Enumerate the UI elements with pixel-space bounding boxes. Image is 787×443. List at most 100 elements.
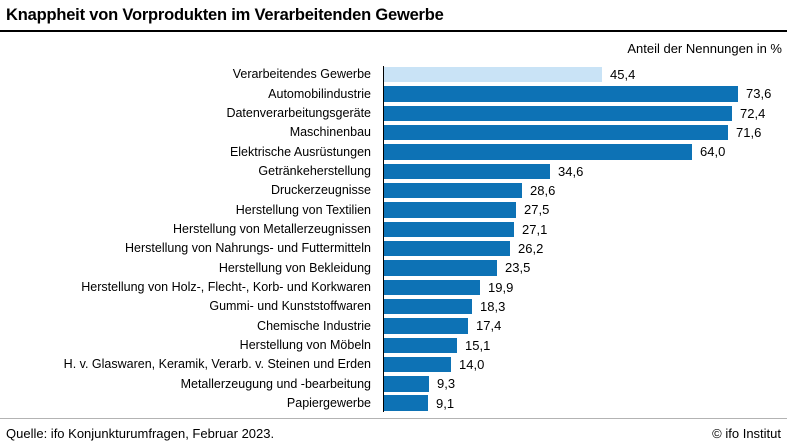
y-axis-line bbox=[383, 66, 384, 412]
plot-cell: 26,2 bbox=[377, 239, 787, 258]
plot-cell: 23,5 bbox=[377, 258, 787, 277]
chart-title: Knappheit von Vorprodukten im Verarbeite… bbox=[6, 6, 444, 24]
category-label: Druckerzeugnisse bbox=[270, 183, 371, 198]
bar-row: Gummi- und Kunststoffwaren 18,3 bbox=[0, 297, 787, 316]
bar-row: Herstellung von Möbeln 15,1 bbox=[0, 336, 787, 355]
value-label: 64,0 bbox=[700, 144, 726, 160]
value-label: 26,2 bbox=[518, 241, 544, 257]
category-label: Herstellung von Bekleidung bbox=[218, 260, 371, 275]
plot-cell: 27,1 bbox=[377, 220, 787, 239]
bar bbox=[384, 395, 428, 411]
bar bbox=[384, 337, 457, 353]
bar bbox=[384, 356, 451, 373]
bar-row: Metallerzeugung und -bearbeitung 9,3 bbox=[0, 374, 787, 393]
value-label: 71,6 bbox=[736, 125, 762, 141]
plot-cell: 19,9 bbox=[377, 278, 787, 297]
value-label: 73,6 bbox=[746, 86, 772, 102]
value-label: 28,6 bbox=[530, 183, 556, 199]
bar bbox=[384, 86, 738, 102]
bar-highlight bbox=[384, 66, 602, 83]
value-label: 18,3 bbox=[480, 299, 506, 315]
footer-separator bbox=[0, 418, 787, 419]
value-label: 45,4 bbox=[610, 67, 636, 83]
plot-cell: 15,1 bbox=[377, 336, 787, 355]
footer: Quelle: ifo Konjunkturumfragen, Februar … bbox=[0, 419, 787, 441]
unit-note: Anteil der Nennungen in % bbox=[627, 41, 782, 56]
bar bbox=[384, 376, 429, 392]
plot-cell: 45,4 bbox=[377, 65, 787, 84]
category-label: Papiergewerbe bbox=[286, 395, 371, 410]
bar-row: H. v. Glaswaren, Keramik, Verarb. v. Ste… bbox=[0, 355, 787, 374]
bar-rows: Verarbeitendes Gewerbe 45,4 Automobilindus… bbox=[0, 65, 787, 413]
bar bbox=[384, 260, 497, 276]
source-note: Quelle: ifo Konjunkturumfragen, Februar … bbox=[6, 426, 275, 441]
plot-cell: 28,6 bbox=[377, 181, 787, 200]
bar-row: Herstellung von Metallerzeugnissen 27,1 bbox=[0, 220, 787, 239]
category-label: Herstellung von Möbeln bbox=[239, 338, 371, 352]
value-label: 27,5 bbox=[524, 202, 550, 218]
bar-row: Getränkeherstellung 34,6 bbox=[0, 162, 787, 181]
plot-cell: 17,4 bbox=[377, 316, 787, 335]
value-label: 72,4 bbox=[740, 105, 766, 121]
bar-chart: Verarbeitendes Gewerbe 45,4 Automobilindus… bbox=[0, 65, 787, 413]
category-label: Herstellung von Metallerzeugnissen bbox=[172, 222, 371, 237]
plot-cell: 27,5 bbox=[377, 200, 787, 219]
value-label: 23,5 bbox=[505, 260, 531, 276]
bar-row: Druckerzeugnisse 28,6 bbox=[0, 181, 787, 200]
category-label: Metallerzeugung und -bearbeitung bbox=[180, 376, 371, 391]
value-label: 19,9 bbox=[488, 279, 514, 295]
category-label: Herstellung von Holz-, Flecht-, Korb- un… bbox=[81, 280, 371, 295]
bar bbox=[384, 202, 516, 218]
value-label: 27,1 bbox=[522, 221, 548, 237]
bar-row: Maschinenbau 71,6 bbox=[0, 123, 787, 142]
value-label: 9,1 bbox=[436, 395, 455, 411]
category-label: Datenverarbeitungsgeräte bbox=[226, 106, 371, 121]
bar bbox=[384, 144, 692, 160]
bar bbox=[384, 298, 472, 315]
bar bbox=[384, 221, 514, 238]
bar-row: Automobilindustrie 73,6 bbox=[0, 84, 787, 103]
bar bbox=[384, 124, 728, 141]
value-label: 15,1 bbox=[465, 337, 491, 353]
bar bbox=[384, 318, 468, 334]
bar-row: Chemische Industrie 17,4 bbox=[0, 316, 787, 335]
plot-cell: 73,6 bbox=[377, 84, 787, 103]
plot-cell: 9,3 bbox=[377, 374, 787, 393]
value-label: 34,6 bbox=[558, 163, 584, 179]
plot-cell: 71,6 bbox=[377, 123, 787, 142]
category-label: Verarbeitendes Gewerbe bbox=[232, 67, 371, 82]
category-label: Getränkeherstellung bbox=[258, 164, 371, 179]
plot-cell: 34,6 bbox=[377, 162, 787, 181]
bar bbox=[384, 279, 480, 296]
bar-row: Papiergewerbe 9,1 bbox=[0, 394, 787, 413]
bar bbox=[384, 182, 522, 199]
bar-row: Herstellung von Textilien 27,5 bbox=[0, 200, 787, 219]
bar-row: Datenverarbeitungsgeräte 72,4 bbox=[0, 104, 787, 123]
bar bbox=[384, 163, 550, 180]
category-label: Herstellung von Nahrungs- und Futtermitt… bbox=[125, 241, 371, 256]
bar bbox=[384, 105, 732, 122]
plot-cell: 64,0 bbox=[377, 142, 787, 161]
value-label: 9,3 bbox=[437, 376, 456, 392]
category-label: Maschinenbau bbox=[289, 125, 371, 140]
category-label: Elektrische Ausrüstungen bbox=[229, 144, 371, 159]
category-label: H. v. Glaswaren, Keramik, Verarb. v. Ste… bbox=[63, 357, 371, 372]
bar-row: Herstellung von Holz-, Flecht-, Korb- un… bbox=[0, 278, 787, 297]
copyright-note: © ifo Institut bbox=[712, 426, 781, 441]
category-label: Chemische Industrie bbox=[257, 318, 371, 333]
title-rule bbox=[0, 30, 787, 32]
value-label: 17,4 bbox=[476, 318, 502, 334]
value-label: 14,0 bbox=[459, 357, 485, 373]
plot-cell: 18,3 bbox=[377, 297, 787, 316]
bar-row: Herstellung von Nahrungs- und Futtermitt… bbox=[0, 239, 787, 258]
plot-cell: 14,0 bbox=[377, 355, 787, 374]
bar-row: Elektrische Ausrüstungen 64,0 bbox=[0, 142, 787, 161]
bar bbox=[384, 240, 510, 257]
category-label: Automobilindustrie bbox=[268, 86, 371, 101]
category-label: Herstellung von Textilien bbox=[235, 202, 371, 217]
plot-cell: 9,1 bbox=[377, 394, 787, 413]
bar-row: Herstellung von Bekleidung 23,5 bbox=[0, 258, 787, 277]
plot-cell: 72,4 bbox=[377, 104, 787, 123]
bar-row: Verarbeitendes Gewerbe 45,4 bbox=[0, 65, 787, 84]
